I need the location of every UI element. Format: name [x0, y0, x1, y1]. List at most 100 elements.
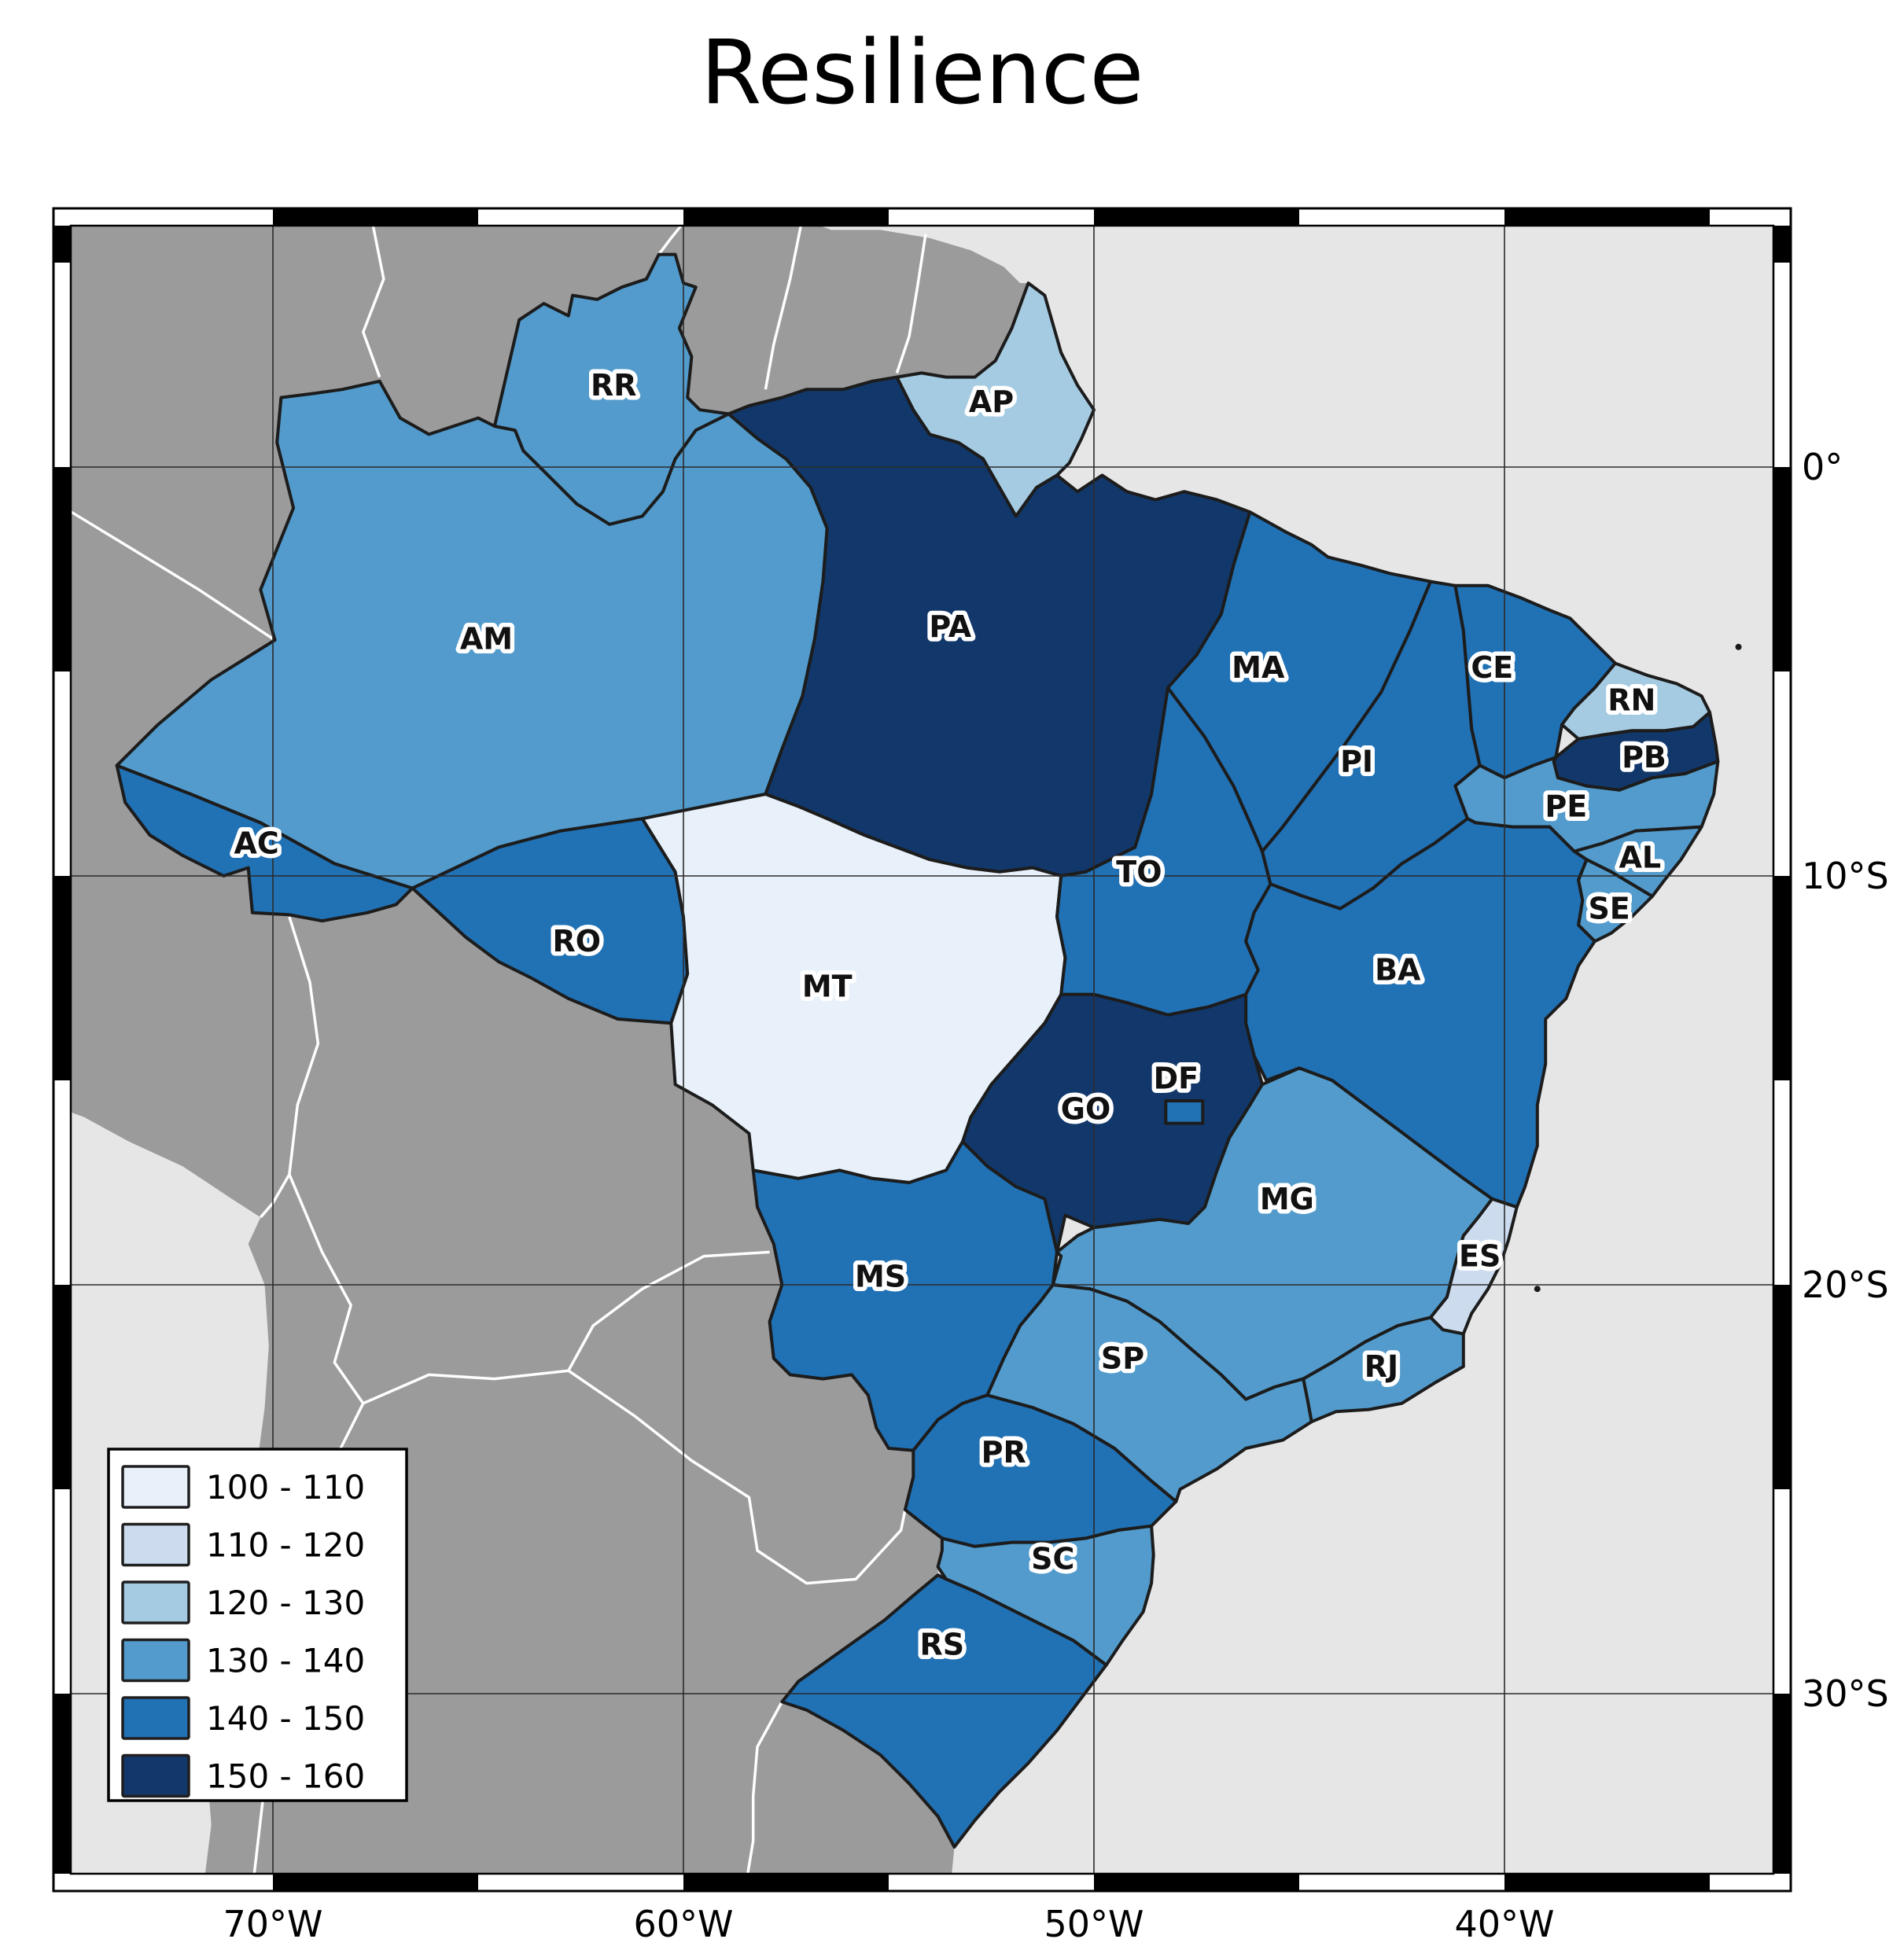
x-tick-label-1: 60°W — [633, 1903, 733, 1945]
state-RR — [492, 252, 731, 526]
state-label-AC: AC — [234, 826, 278, 860]
foreign-border-8 — [567, 1250, 770, 1372]
foreign-border-7 — [363, 1369, 569, 1405]
state-label-AM: AM — [460, 621, 513, 656]
frame-right-seg-8 — [1773, 1694, 1791, 1874]
state-label-BA: BA — [1375, 953, 1421, 988]
state-label-RN: RN — [1608, 682, 1655, 717]
state-label-SP: SP — [1101, 1341, 1144, 1376]
frame-bottom-seg-7 — [1504, 1874, 1710, 1891]
y-tick-label-0: 0° — [1802, 446, 1843, 488]
state-label-RO: RO — [552, 924, 601, 958]
state-label-AL: AL — [1619, 841, 1661, 875]
legend-item-label-4: 140 - 150 — [206, 1699, 365, 1738]
frame-right-seg-5 — [1773, 1080, 1791, 1285]
legend-swatch-3 — [121, 1638, 190, 1683]
island-dot-1 — [1534, 1286, 1541, 1293]
state-RS — [780, 1573, 1108, 1849]
state-label-MS: MS — [855, 1260, 906, 1294]
state-label-PA: PA — [929, 609, 971, 644]
legend-item-label-5: 150 - 160 — [206, 1757, 365, 1796]
frame-left-seg-5 — [53, 1080, 71, 1285]
legend: 100 - 110 110 - 120 120 - 130 130 - 140 140 … — [107, 1448, 408, 1802]
frame-left-seg-8 — [53, 1694, 71, 1874]
state-label-SE: SE — [1588, 892, 1630, 926]
frame-bottom-seg-1 — [273, 1874, 478, 1891]
state-DF — [1164, 1099, 1205, 1125]
state-label-MA: MA — [1232, 650, 1285, 685]
foreign-border-9 — [567, 1369, 907, 1585]
frame-right-seg-0 — [1773, 226, 1791, 263]
frame-left-seg-4 — [53, 876, 71, 1080]
x-tick-label-3: 40°W — [1454, 1903, 1554, 1945]
state-label-PB: PB — [1622, 740, 1666, 774]
frame-bottom-seg-0 — [53, 1874, 273, 1891]
frame-top-seg-8 — [1710, 208, 1791, 226]
x-tick-label-0: 70°W — [223, 1903, 322, 1945]
legend-item-label-3: 130 - 140 — [206, 1642, 365, 1680]
frame-inner-line — [69, 224, 1775, 1875]
y-tick-label-2: 20°S — [1802, 1264, 1889, 1306]
state-label-ES: ES — [1459, 1239, 1501, 1274]
frame-bottom-seg-2 — [478, 1874, 683, 1891]
legend-swatch-4 — [121, 1696, 190, 1740]
frame-top-seg-1 — [273, 208, 478, 226]
frame-top-seg-6 — [1299, 208, 1504, 226]
state-label-GO: GO — [1061, 1091, 1111, 1126]
foreign-border-4 — [71, 510, 274, 640]
frame-left-seg-3 — [53, 671, 71, 876]
state-label-TO: TO — [1116, 855, 1162, 889]
state-label-PE: PE — [1545, 789, 1587, 824]
state-label-SC: SC — [1031, 1541, 1074, 1576]
frame-bottom-seg-6 — [1299, 1874, 1504, 1891]
map-frame — [52, 207, 1792, 1893]
state-label-MG: MG — [1260, 1182, 1314, 1216]
foreign-border-0 — [362, 226, 385, 378]
frame-bottom-seg-8 — [1710, 1874, 1791, 1891]
frame-top-seg-3 — [683, 208, 889, 226]
foreign-border-6 — [288, 1173, 365, 1404]
frame-top-seg-2 — [478, 208, 683, 226]
state-label-RJ: RJ — [1364, 1349, 1398, 1384]
island-dot-0 — [1735, 643, 1742, 650]
x-tick-label-2: 50°W — [1044, 1903, 1144, 1945]
legend-swatch-1 — [121, 1522, 190, 1567]
frame-right-seg-6 — [1773, 1285, 1791, 1489]
legend-swatch-2 — [121, 1580, 190, 1624]
frame-left-seg-7 — [53, 1489, 71, 1694]
frame-right-seg-3 — [1773, 671, 1791, 876]
state-label-RR: RR — [591, 368, 637, 403]
state-label-CE: CE — [1471, 650, 1513, 685]
frame-left-seg-2 — [53, 467, 71, 671]
foreign-border-1 — [657, 226, 683, 256]
frame-top-seg-0 — [53, 208, 273, 226]
foreign-border-11 — [746, 1701, 783, 1874]
frame-right-seg-7 — [1773, 1489, 1791, 1694]
state-label-DF: DF — [1154, 1061, 1199, 1095]
state-label-MT: MT — [802, 969, 853, 1003]
state-label-RS: RS — [920, 1628, 965, 1662]
y-tick-label-1: 10°S — [1802, 855, 1889, 897]
legend-item-label-2: 120 - 130 — [206, 1584, 365, 1622]
frame-top-seg-7 — [1504, 208, 1710, 226]
map-content: AM PA RR AP RO AC MT TO MA PI CE RN PB PE AL SE BA GO DF MG… — [71, 226, 1773, 1874]
state-AC — [115, 763, 414, 923]
frame-outer-line — [52, 207, 1792, 1893]
foreign-border-2 — [764, 226, 803, 390]
y-tick-label-3: 30°S — [1802, 1672, 1889, 1715]
legend-swatch-5 — [121, 1753, 190, 1798]
axis-labels: 70°W 60°W 50°W 40°W 0° 10°S 20°S 30°S — [223, 446, 1888, 1945]
frame-bottom-seg-3 — [683, 1874, 889, 1891]
state-label-PR: PR — [981, 1435, 1026, 1470]
legend-swatch-0 — [121, 1465, 190, 1509]
frame-left-seg-1 — [53, 263, 71, 467]
frame-left-seg-6 — [53, 1285, 71, 1489]
legend-item-label-0: 100 - 110 — [206, 1468, 365, 1507]
frame-right-seg-1 — [1773, 263, 1791, 467]
page-title: Resilience — [700, 22, 1144, 124]
frame-right-seg-2 — [1773, 467, 1791, 671]
foreign-border-3 — [895, 234, 927, 373]
frame-top-seg-5 — [1094, 208, 1299, 226]
